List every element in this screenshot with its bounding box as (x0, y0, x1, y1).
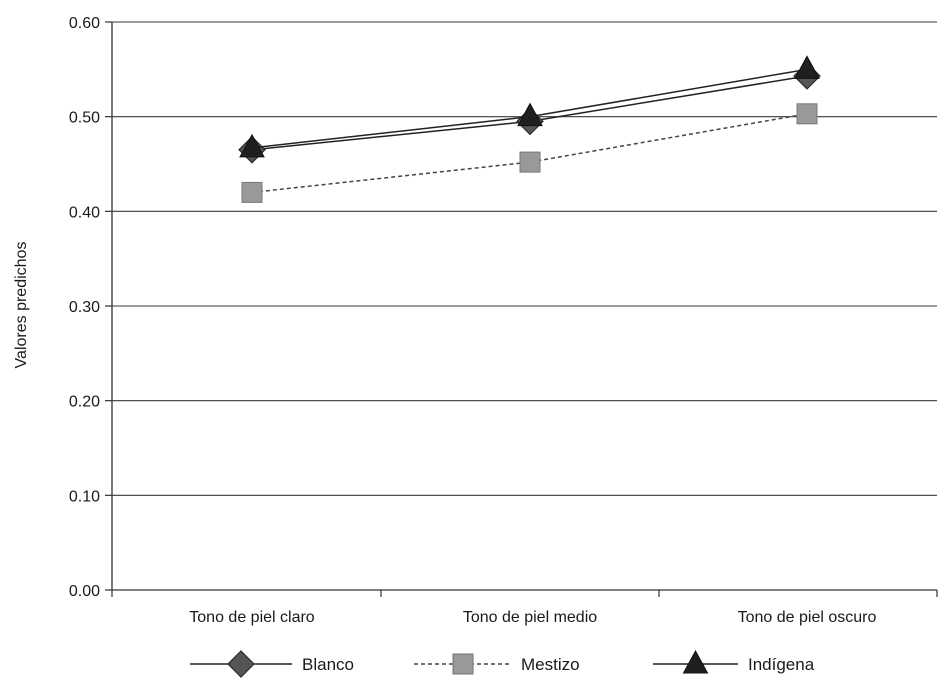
x-tick-label: Tono de piel medio (463, 609, 597, 626)
legend-marker (682, 649, 709, 674)
y-tick-label: 0.50 (69, 110, 100, 127)
data-point-indgena (794, 55, 820, 79)
legend-marker (452, 653, 474, 675)
legend-item-mestizo: Mestizo (414, 653, 580, 675)
legend-marker (227, 650, 255, 678)
x-tick-labels: Tono de piel claro Tono de piel medio Tono… (111, 590, 938, 626)
y-tick-label: 0.30 (69, 299, 100, 316)
y-tick-label: 0.40 (69, 204, 100, 221)
series-line-mestizo (251, 113, 808, 194)
legend-label: Blanco (302, 655, 354, 674)
y-tick-label: 0.00 (69, 583, 100, 600)
x-tick-label: Tono de piel claro (189, 609, 315, 626)
y-tick-label: 0.60 (69, 15, 100, 32)
data-point-mestizo (519, 151, 541, 173)
legend-label: Indígena (748, 655, 815, 674)
y-tick-label: 0.10 (69, 488, 100, 505)
series-indgena (239, 55, 820, 158)
series-mestizo (241, 103, 818, 203)
series-layer (238, 55, 821, 203)
legend-item-blanco: Blanco (190, 650, 354, 678)
data-point-indgena (239, 133, 265, 158)
data-point-mestizo (796, 103, 818, 125)
axes (111, 22, 937, 591)
x-tick-label: Tono de piel oscuro (738, 609, 877, 626)
data-point-mestizo (241, 181, 263, 203)
y-tick-label: 0.20 (69, 394, 100, 411)
legend-label: Mestizo (521, 655, 580, 674)
data-point-indgena (517, 102, 543, 127)
y-tick-labels: 0.00 0.10 0.20 0.30 0.40 0.50 0.60 (69, 15, 100, 600)
legend-item-indgena: Indígena (653, 649, 815, 674)
y-axis-title: Valores predichos (13, 242, 30, 369)
legend: Blanco Mestizo Indígena (190, 649, 815, 678)
